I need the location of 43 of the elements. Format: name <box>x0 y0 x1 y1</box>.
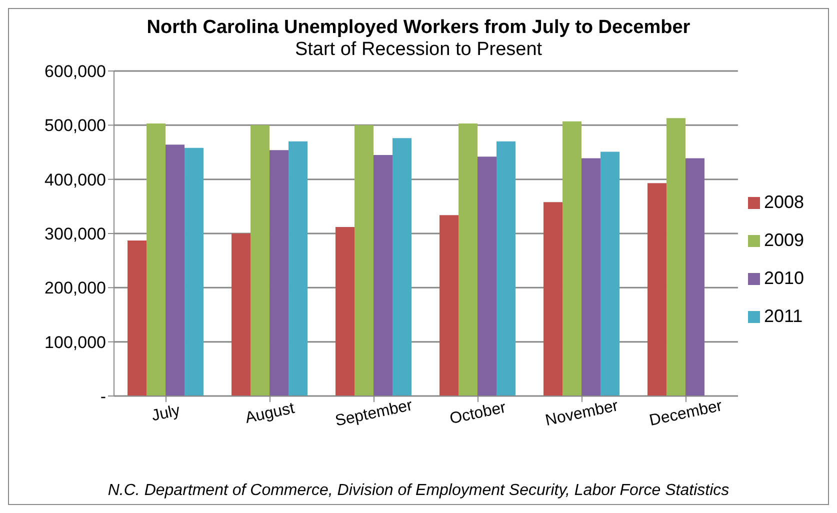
bar <box>685 158 704 396</box>
x-tick-label: August <box>244 400 297 428</box>
legend-label: 2009 <box>764 230 804 250</box>
legend-label: 2011 <box>764 306 803 326</box>
y-tick-label: 600,000 <box>44 62 106 82</box>
legend-label: 2010 <box>764 268 804 288</box>
bar <box>458 124 478 396</box>
y-tick-label: 200,000 <box>44 278 106 298</box>
bar <box>270 150 289 396</box>
bar <box>288 141 308 396</box>
y-tick-label: 100,000 <box>44 332 106 352</box>
y-tick-label: - <box>100 387 106 406</box>
text: N.C. Department of Commerce, Division of Employment Security, Labor Force Statistics <box>106 482 730 500</box>
y-tick-label: 400,000 <box>44 170 106 190</box>
bar <box>666 118 686 396</box>
bar <box>146 124 166 396</box>
x-tick-label: November <box>544 397 620 430</box>
x-tick-label: October <box>448 399 508 428</box>
chart-title: North Carolina Unemployed Workers from July to December <box>146 17 692 39</box>
bar <box>374 154 393 396</box>
bar <box>496 141 516 396</box>
bar <box>581 158 600 396</box>
bar <box>562 121 582 396</box>
bar <box>128 240 147 396</box>
bar <box>250 125 270 396</box>
bar <box>392 138 412 396</box>
x-tick-label: September <box>334 396 415 430</box>
x-tick-label: July <box>150 402 182 425</box>
bar <box>232 234 251 396</box>
bar <box>477 156 496 396</box>
bar <box>647 183 666 396</box>
legend-label: 2008 <box>764 192 804 212</box>
bar <box>184 148 204 396</box>
x-tick-label: December <box>648 397 724 430</box>
bar <box>336 227 355 396</box>
bar <box>600 152 620 396</box>
bar <box>543 202 562 396</box>
y-tick-label: 500,000 <box>44 116 106 136</box>
y-tick-label: 300,000 <box>44 224 106 244</box>
bar <box>354 125 374 396</box>
bar <box>166 144 185 396</box>
chart-subtitle: Start of Recession to Present <box>294 39 544 61</box>
bar <box>439 215 458 396</box>
